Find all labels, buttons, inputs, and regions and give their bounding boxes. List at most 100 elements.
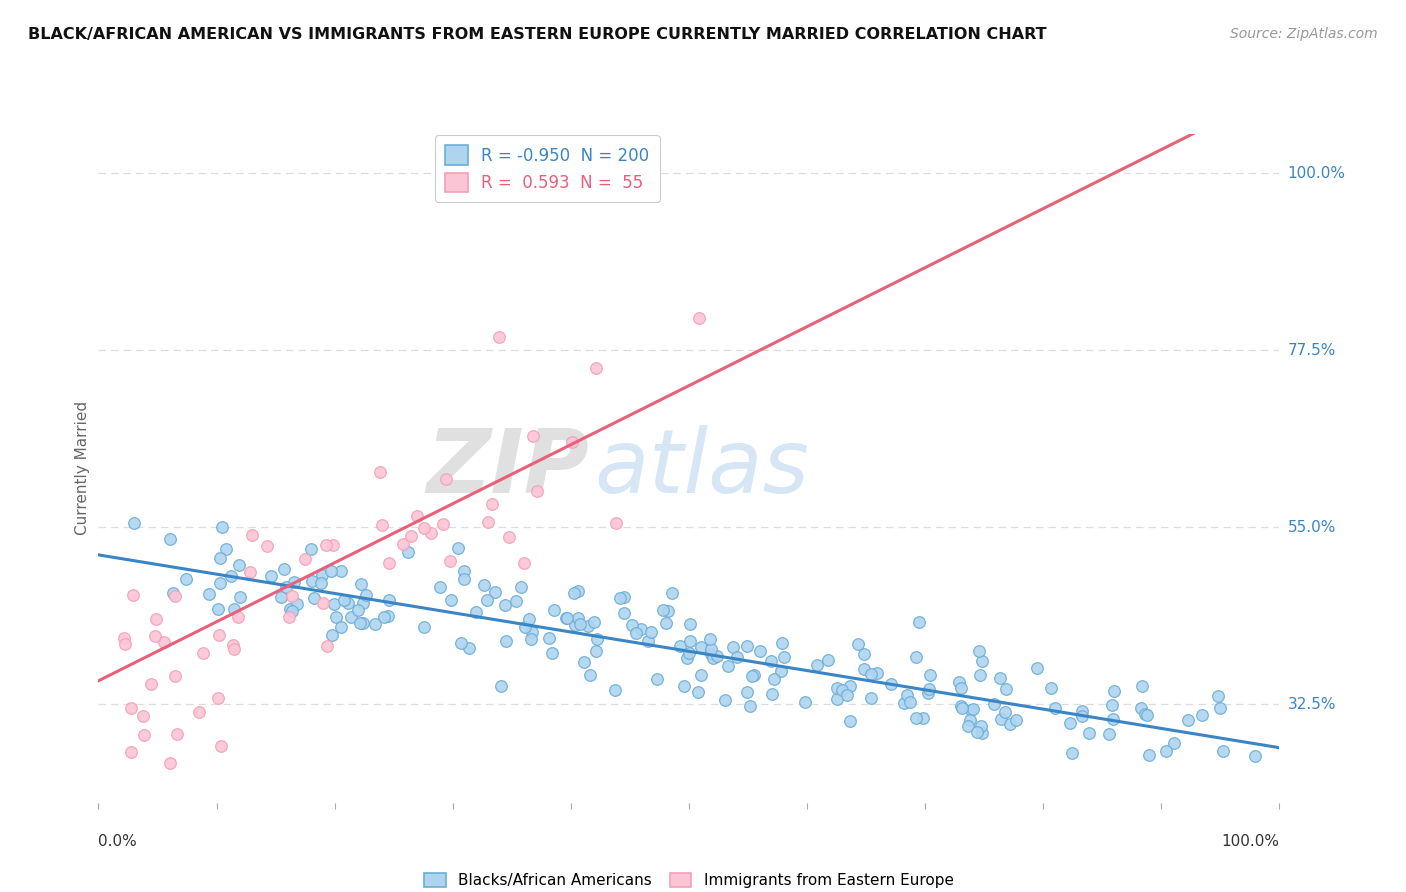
Point bbox=[464, 605, 486, 619]
Point bbox=[505, 594, 527, 608]
Point bbox=[749, 644, 772, 658]
Point bbox=[690, 668, 713, 682]
Point bbox=[880, 677, 903, 691]
Point bbox=[163, 589, 186, 603]
Point bbox=[145, 612, 167, 626]
Point bbox=[513, 556, 536, 570]
Point bbox=[281, 604, 304, 618]
Point bbox=[1025, 661, 1047, 675]
Point bbox=[112, 632, 135, 646]
Point bbox=[209, 739, 232, 753]
Point bbox=[762, 672, 785, 686]
Point bbox=[228, 558, 250, 573]
Point bbox=[371, 517, 394, 532]
Point bbox=[475, 593, 498, 607]
Point bbox=[219, 569, 242, 583]
Point bbox=[350, 577, 373, 591]
Point bbox=[1177, 713, 1199, 727]
Point bbox=[304, 591, 326, 605]
Point bbox=[806, 658, 828, 673]
Point bbox=[567, 611, 589, 625]
Point bbox=[122, 516, 145, 530]
Point bbox=[378, 556, 401, 570]
Point bbox=[567, 583, 589, 598]
Point bbox=[605, 516, 627, 530]
Text: 100.0%: 100.0% bbox=[1222, 834, 1279, 849]
Point bbox=[825, 692, 848, 706]
Point bbox=[907, 615, 929, 629]
Point bbox=[270, 591, 292, 605]
Point bbox=[215, 541, 238, 556]
Point bbox=[962, 702, 984, 716]
Point bbox=[770, 635, 793, 649]
Point bbox=[256, 539, 278, 553]
Point bbox=[838, 679, 860, 693]
Point bbox=[1098, 727, 1121, 741]
Point bbox=[1244, 749, 1267, 764]
Point bbox=[555, 611, 578, 625]
Point bbox=[679, 617, 702, 632]
Point bbox=[120, 745, 142, 759]
Point bbox=[139, 677, 162, 691]
Point bbox=[852, 647, 875, 661]
Point bbox=[363, 616, 385, 631]
Point bbox=[699, 632, 721, 646]
Point bbox=[793, 695, 815, 709]
Point bbox=[406, 508, 429, 523]
Point bbox=[561, 435, 583, 450]
Point bbox=[688, 311, 710, 326]
Text: ZIP: ZIP bbox=[426, 425, 589, 512]
Point bbox=[626, 626, 648, 640]
Point bbox=[122, 588, 145, 602]
Point bbox=[481, 497, 503, 511]
Point bbox=[274, 580, 297, 594]
Point bbox=[396, 544, 419, 558]
Point bbox=[522, 429, 544, 443]
Point bbox=[678, 646, 700, 660]
Point bbox=[645, 672, 668, 686]
Point bbox=[918, 682, 941, 697]
Point bbox=[153, 635, 176, 649]
Point bbox=[208, 551, 231, 566]
Point bbox=[860, 667, 883, 681]
Point bbox=[1101, 698, 1123, 713]
Point bbox=[630, 622, 652, 636]
Point bbox=[174, 572, 197, 586]
Point bbox=[187, 705, 209, 719]
Point bbox=[347, 603, 370, 617]
Point bbox=[893, 697, 915, 711]
Point bbox=[273, 562, 295, 576]
Point bbox=[661, 586, 683, 600]
Point bbox=[838, 714, 860, 728]
Point bbox=[585, 643, 607, 657]
Point bbox=[1039, 681, 1062, 695]
Point bbox=[1043, 701, 1066, 715]
Point bbox=[450, 635, 472, 649]
Text: BLACK/AFRICAN AMERICAN VS IMMIGRANTS FROM EASTERN EUROPE CURRENTLY MARRIED CORRE: BLACK/AFRICAN AMERICAN VS IMMIGRANTS FRO… bbox=[28, 27, 1046, 42]
Point bbox=[950, 681, 973, 696]
Point bbox=[325, 609, 347, 624]
Point bbox=[741, 669, 763, 683]
Point bbox=[207, 691, 229, 706]
Point bbox=[453, 572, 475, 586]
Point bbox=[162, 586, 184, 600]
Point bbox=[738, 698, 761, 713]
Point bbox=[420, 525, 443, 540]
Point bbox=[1104, 684, 1126, 698]
Point bbox=[440, 592, 463, 607]
Point bbox=[429, 580, 451, 594]
Point bbox=[672, 679, 695, 693]
Point bbox=[208, 628, 231, 642]
Point bbox=[280, 602, 302, 616]
Point bbox=[613, 590, 636, 604]
Point bbox=[688, 685, 710, 699]
Point bbox=[960, 703, 983, 717]
Point bbox=[613, 606, 636, 620]
Point bbox=[352, 596, 374, 610]
Point bbox=[377, 608, 399, 623]
Point bbox=[569, 616, 592, 631]
Point bbox=[676, 651, 699, 665]
Point bbox=[918, 668, 941, 682]
Text: 0.0%: 0.0% bbox=[98, 834, 138, 849]
Point bbox=[1191, 707, 1213, 722]
